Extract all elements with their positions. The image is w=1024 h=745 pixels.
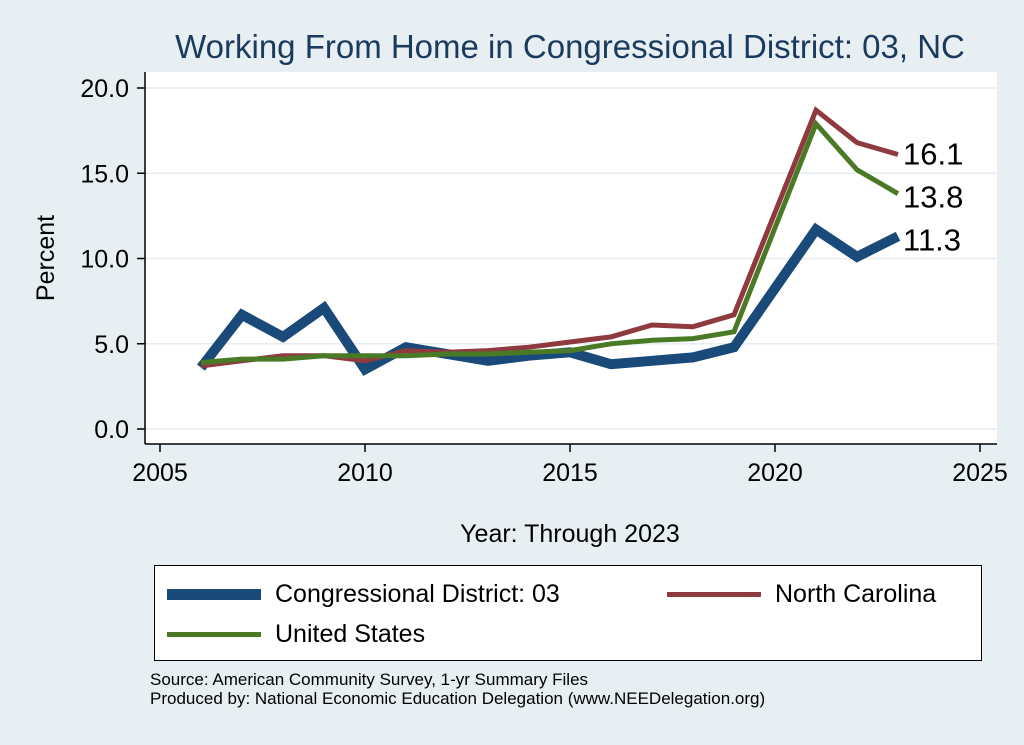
x-tick-label-2: 2015 bbox=[542, 459, 598, 487]
legend-label-district: Congressional District: 03 bbox=[275, 580, 560, 608]
end-labels: 11.3 16.1 13.8 bbox=[903, 136, 963, 257]
source-note: Source: American Community Survey, 1-yr … bbox=[150, 670, 765, 708]
series-line-2 bbox=[200, 119, 900, 365]
line-chart: Working From Home in Congressional Distr… bbox=[32, 28, 1008, 548]
produced-by-line: Produced by: National Economic Education… bbox=[150, 689, 766, 708]
legend-label-north-carolina: North Carolina bbox=[775, 580, 937, 608]
legend-swatch-united-states bbox=[167, 632, 261, 637]
legend: Congressional District: 03 North Carolin… bbox=[154, 565, 982, 661]
series-lines bbox=[197, 106, 901, 376]
end-label-2: 13.8 bbox=[903, 180, 963, 215]
y-tick-label-2: 10.0 bbox=[80, 246, 129, 274]
x-tick-label-1: 2010 bbox=[337, 459, 393, 487]
series-line-0 bbox=[197, 222, 901, 376]
end-label-1: 16.1 bbox=[903, 136, 963, 171]
legend-item-north-carolina: North Carolina bbox=[667, 580, 936, 609]
x-tick-label-0: 2005 bbox=[132, 459, 188, 487]
legend-item-district: Congressional District: 03 bbox=[167, 580, 560, 609]
legend-swatch-north-carolina bbox=[667, 592, 761, 597]
y-tick-label-1: 5.0 bbox=[94, 331, 129, 359]
y-axis-label: Percent bbox=[32, 215, 60, 301]
end-label-0: 11.3 bbox=[903, 222, 961, 257]
x-axis-ticks: 2005 2010 2015 2020 2025 bbox=[132, 444, 1008, 487]
legend-item-united-states: United States bbox=[167, 620, 425, 649]
legend-label-united-states: United States bbox=[275, 620, 426, 648]
legend-swatch-district bbox=[167, 589, 261, 600]
y-tick-label-3: 15.0 bbox=[80, 160, 129, 188]
y-tick-label-0: 0.0 bbox=[94, 416, 129, 444]
x-axis-label: Year: Through 2023 bbox=[460, 520, 680, 548]
source-line: Source: American Community Survey, 1-yr … bbox=[150, 670, 589, 689]
chart-title: Working From Home in Congressional Distr… bbox=[175, 28, 965, 65]
y-axis-ticks: 0.0 5.0 10.0 15.0 20.0 bbox=[80, 75, 145, 444]
x-tick-label-4: 2025 bbox=[952, 459, 1008, 487]
x-tick-label-3: 2020 bbox=[747, 459, 803, 487]
y-tick-label-4: 20.0 bbox=[80, 75, 129, 103]
